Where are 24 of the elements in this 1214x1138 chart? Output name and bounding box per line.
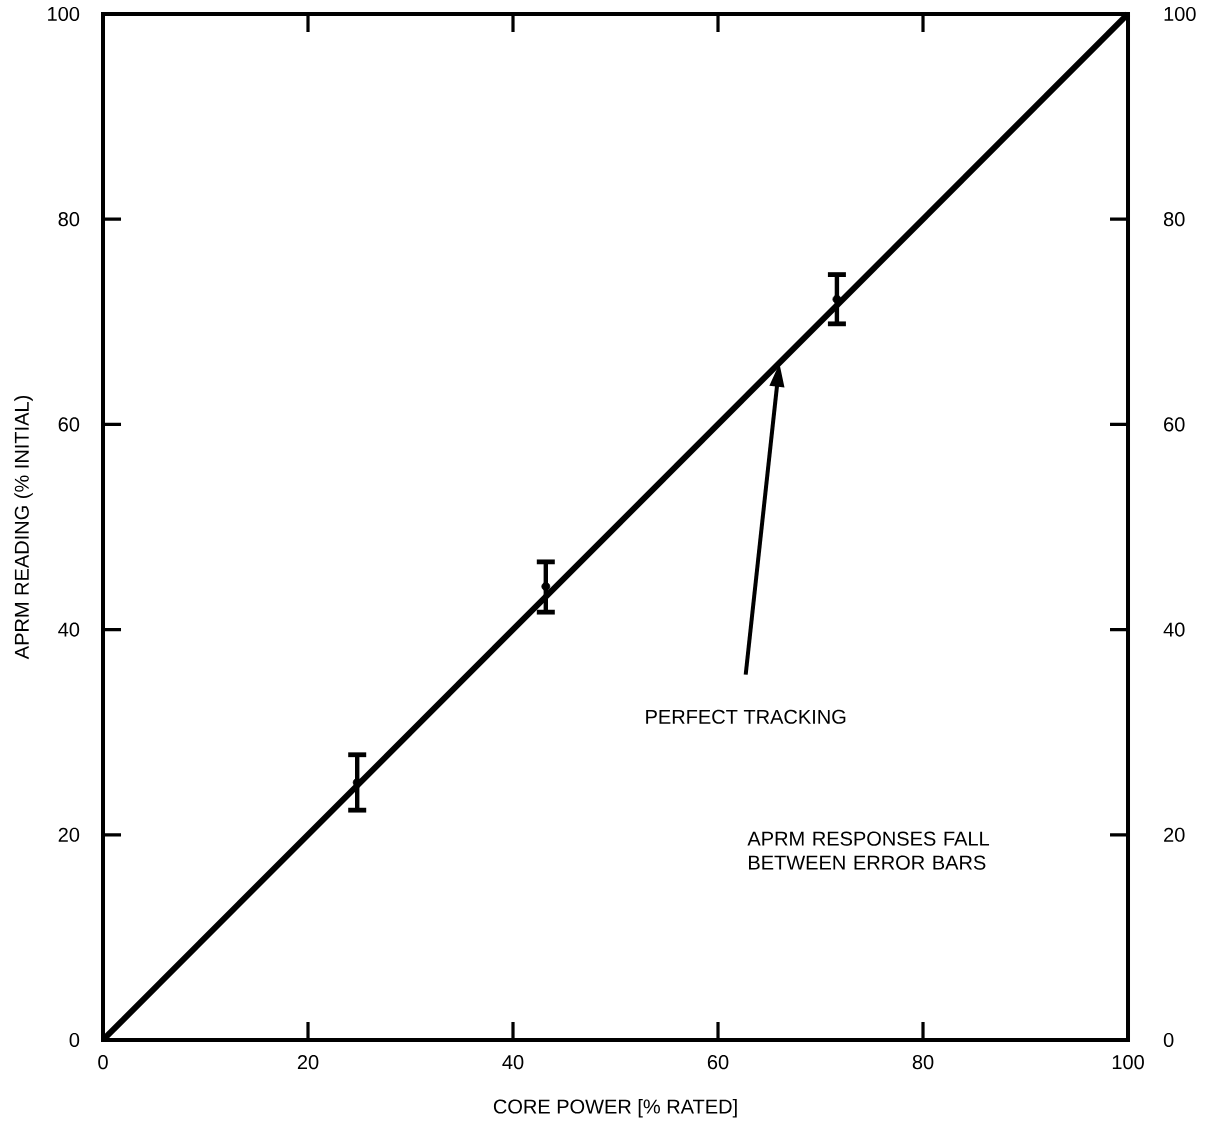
y2-tick-label: 0 [1163, 1032, 1174, 1048]
y2-tick-label: 40 [1163, 622, 1185, 637]
annotation: APRM RESPONSES FALL BETWEEN ERROR BARS [747, 831, 990, 870]
y-tick-label: 40 [58, 622, 80, 637]
y-tick-label: 60 [58, 417, 80, 432]
x-tick-label: 20 [297, 1055, 319, 1070]
y-tick-label: 20 [58, 827, 80, 842]
y2-tick-label: 80 [1163, 212, 1185, 227]
x-tick-label: 60 [707, 1055, 729, 1070]
x-tick-label: 100 [1112, 1055, 1144, 1070]
x-tick-label: 0 [98, 1055, 108, 1070]
x-tick-label: 40 [502, 1055, 524, 1070]
y2-tick-label: 100 [1164, 6, 1196, 22]
y-tick-label: 80 [58, 212, 80, 227]
point [541, 582, 551, 591]
point [832, 294, 842, 304]
x-axis-title: CORE POWER [% RATED] [493, 1098, 737, 1118]
x-tick-label: 80 [912, 1055, 934, 1070]
y2-tick-label: 20 [1164, 827, 1185, 842]
annotation: PERFECT TRACKING [646, 709, 846, 724]
y-axis-title: APRM READING (% INITIAL) [14, 395, 33, 660]
y2-tick-label: 60 [1164, 417, 1185, 432]
y-tick-label: 100 [48, 6, 80, 22]
y-tick-label: 0 [69, 1032, 80, 1048]
